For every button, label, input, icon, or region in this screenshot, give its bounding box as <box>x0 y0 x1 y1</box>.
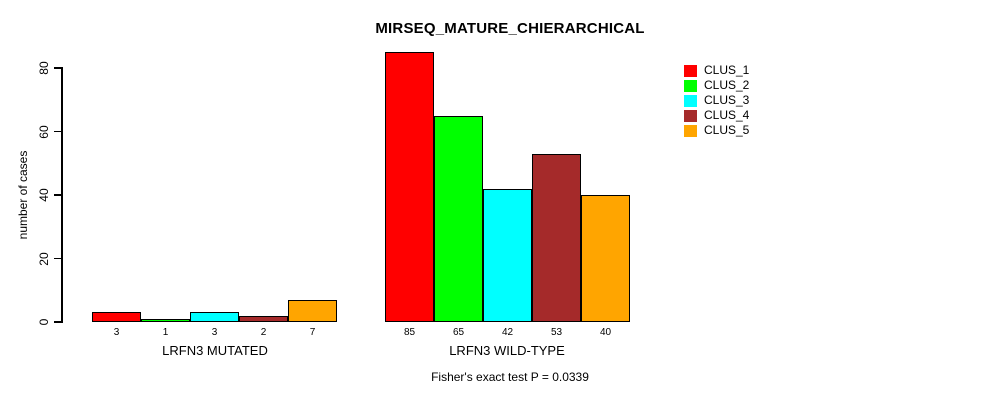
legend-swatch-icon <box>684 124 697 137</box>
bar-clus_3-group1 <box>190 312 239 322</box>
legend-swatch-icon <box>684 79 697 92</box>
y-axis-label: number of cases <box>16 150 30 240</box>
legend-row-clus_5: CLUS_5 <box>684 123 749 138</box>
y-tick-mark <box>54 321 62 323</box>
bar-value-label: 7 <box>309 327 316 338</box>
bar-value-label: 40 <box>599 327 612 338</box>
legend-swatch-icon <box>684 109 697 122</box>
bar-clus_1-group1 <box>92 312 141 322</box>
legend-row-clus_3: CLUS_3 <box>684 93 749 108</box>
bar-clus_2-group1 <box>141 318 190 322</box>
bar-value-label: 3 <box>113 327 120 338</box>
x-group-label-mutated: LRFN3 MUTATED <box>162 343 268 358</box>
chart-title: MIRSEQ_MATURE_CHIERARCHICAL <box>375 20 645 37</box>
legend-label: CLUS_1 <box>704 63 750 77</box>
legend-label: CLUS_4 <box>704 108 750 122</box>
bar-value-label: 53 <box>550 327 563 338</box>
bar-clus_4-group2 <box>532 153 581 322</box>
legend-label: CLUS_5 <box>704 123 750 137</box>
y-tick-mark <box>54 67 62 69</box>
pvalue-annotation: Fisher's exact test P = 0.0339 <box>431 370 589 384</box>
y-tick-label: 80 <box>37 61 51 75</box>
legend: CLUS_1 CLUS_2 CLUS_3 CLUS_4 CLUS_5 <box>684 63 749 138</box>
legend-swatch-icon <box>684 94 697 107</box>
y-tick-label: 60 <box>37 124 51 139</box>
legend-swatch-icon <box>684 64 697 77</box>
legend-row-clus_4: CLUS_4 <box>684 108 749 123</box>
x-group-label-wildtype: LRFN3 WILD-TYPE <box>449 343 565 358</box>
legend-row-clus_2: CLUS_2 <box>684 78 749 93</box>
y-tick-mark <box>54 130 62 133</box>
legend-label: CLUS_3 <box>704 93 750 107</box>
bar-value-label: 2 <box>260 327 267 338</box>
y-tick-label: 20 <box>37 251 51 266</box>
y-tick-label: 0 <box>37 318 51 326</box>
bar-clus_3-group2 <box>483 188 532 322</box>
legend-row-clus_1: CLUS_1 <box>684 63 749 78</box>
bar-clus_2-group2 <box>434 115 483 322</box>
bar-clus_5-group1 <box>288 299 337 322</box>
legend-label: CLUS_2 <box>704 78 750 92</box>
bar-value-label: 3 <box>211 327 218 338</box>
y-tick-mark <box>54 257 62 260</box>
bar-value-label: 85 <box>403 327 416 338</box>
bar-clus_5-group2 <box>581 195 630 322</box>
y-tick-mark <box>54 194 62 196</box>
bar-value-label: 1 <box>162 327 169 338</box>
bar-value-label: 65 <box>452 327 465 338</box>
bar-value-label: 42 <box>501 327 514 338</box>
y-tick-label: 40 <box>37 188 51 202</box>
bar-clus_4-group1 <box>239 315 288 322</box>
bar-clus_1-group2 <box>385 52 434 322</box>
